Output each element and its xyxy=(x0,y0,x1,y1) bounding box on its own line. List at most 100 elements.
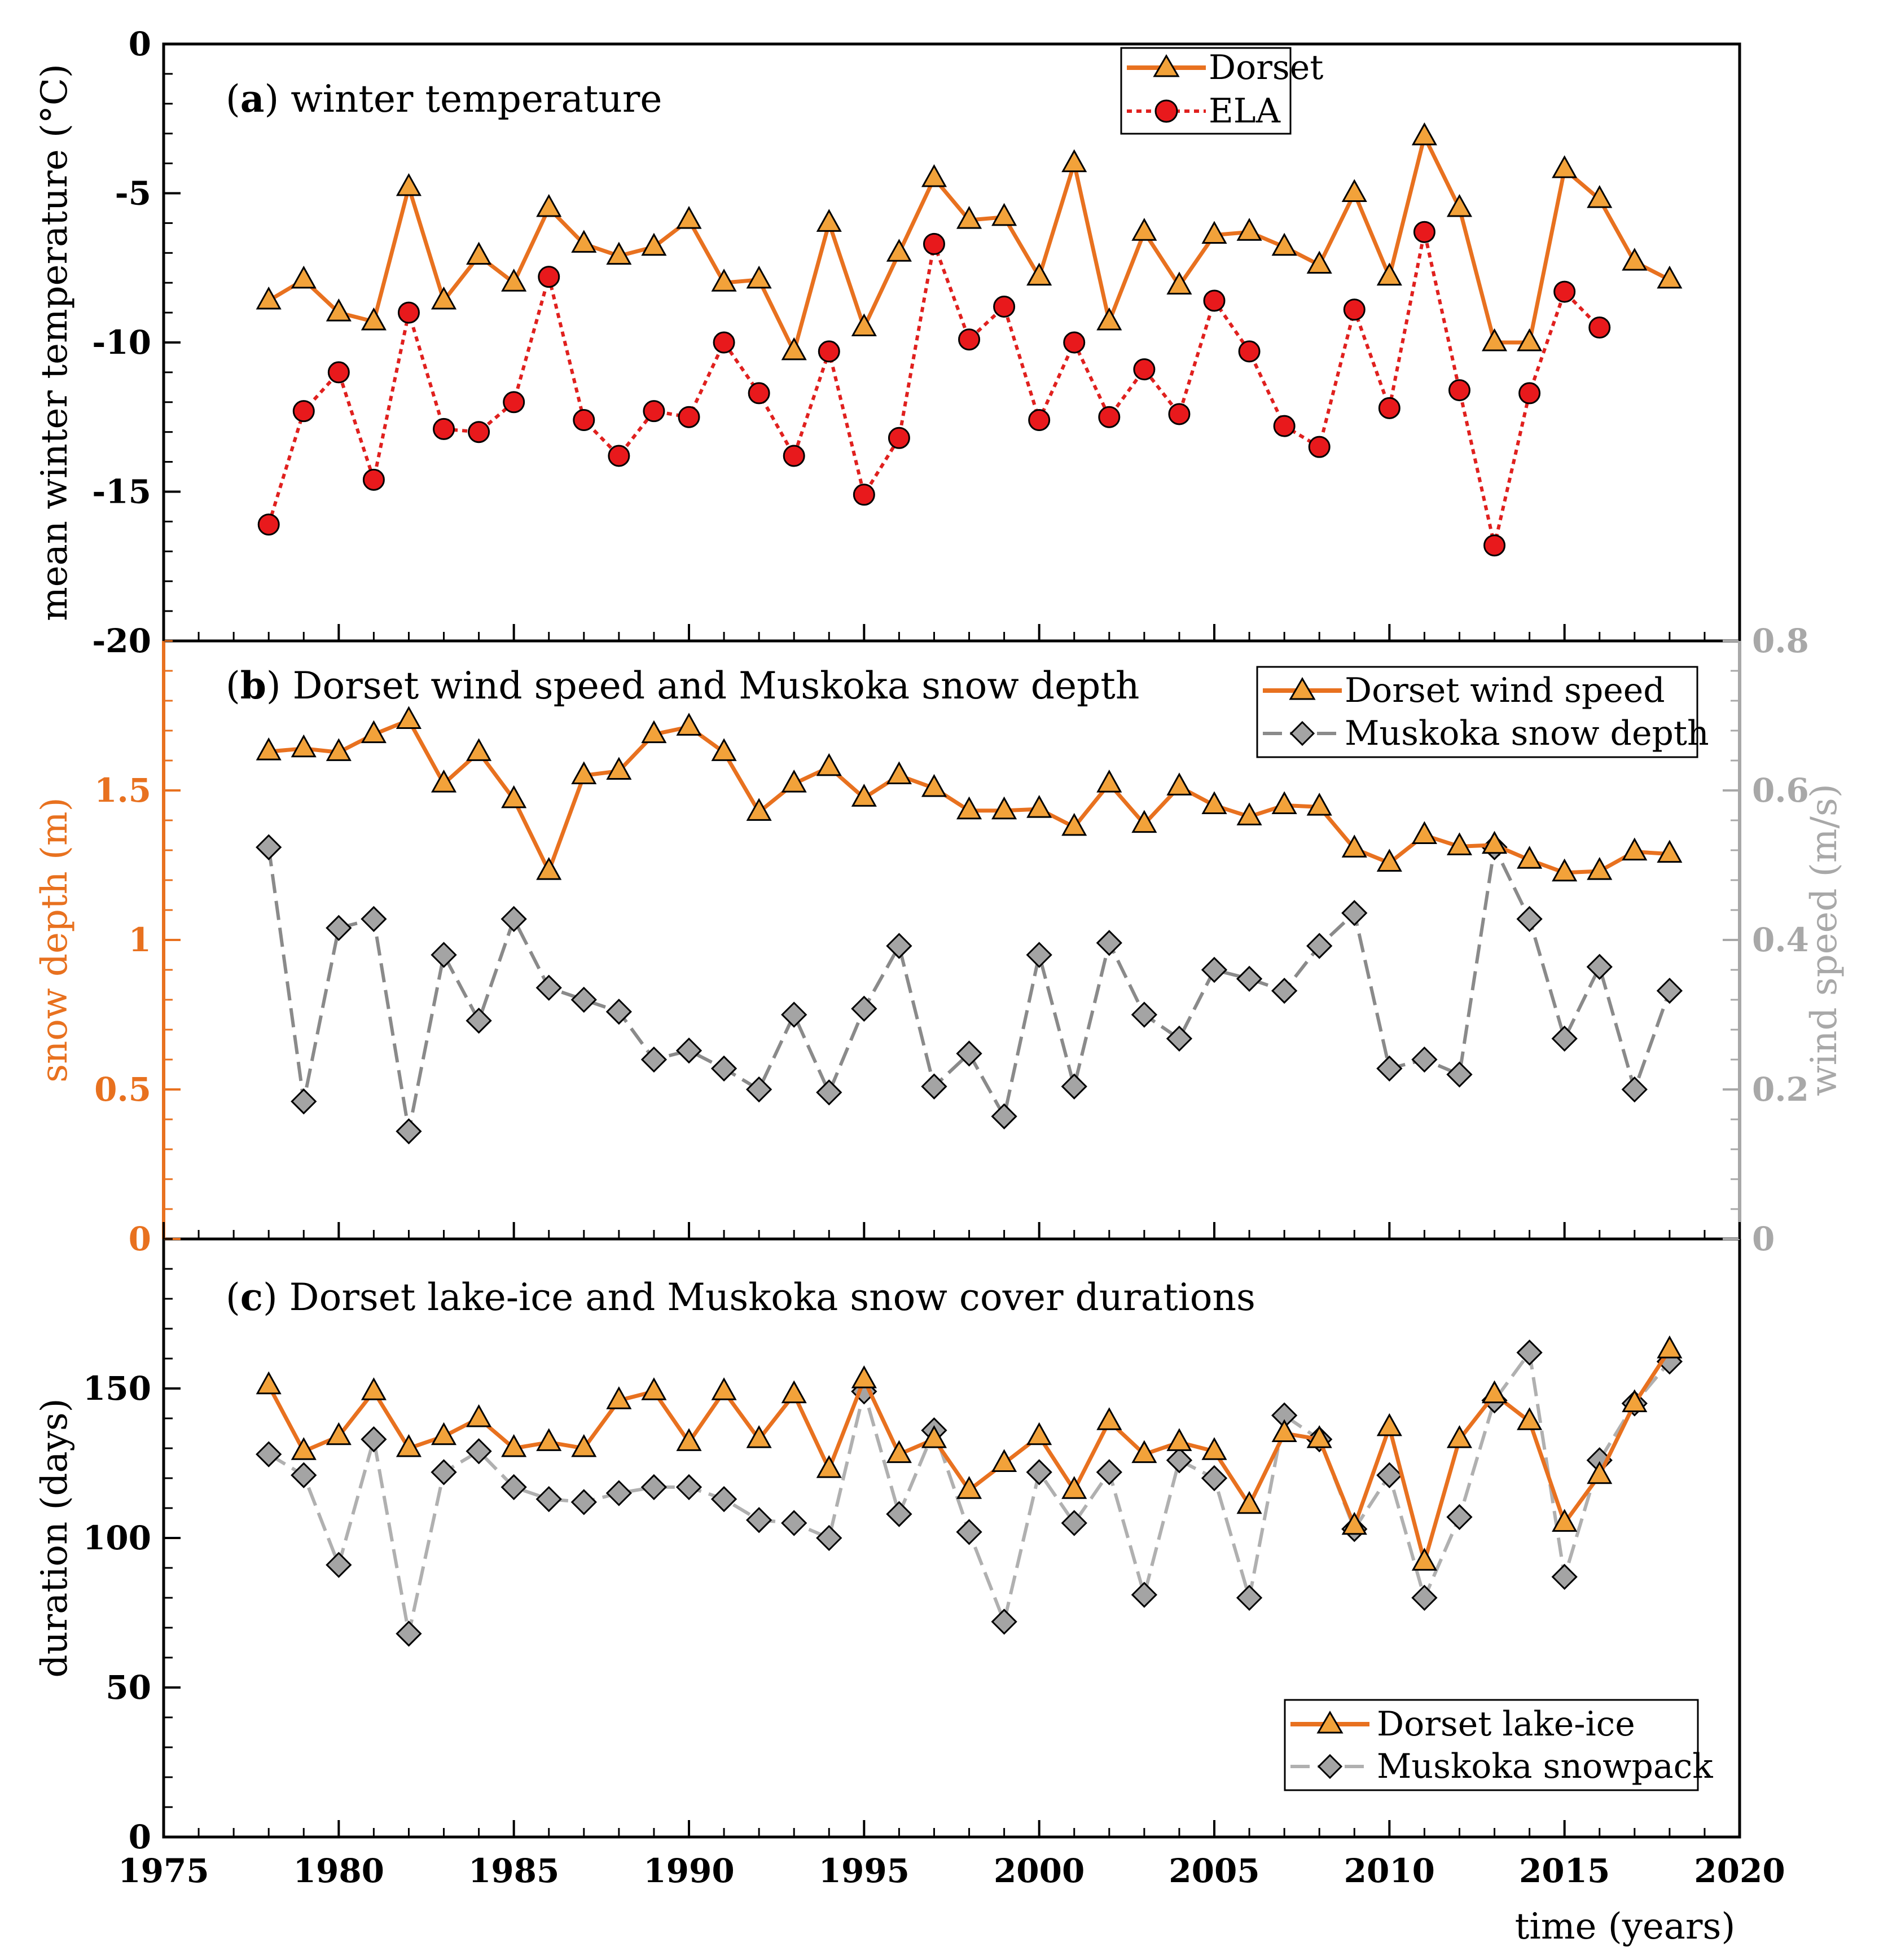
ela-temperature-point xyxy=(818,340,840,363)
legend-b-wind-marker xyxy=(1289,677,1316,700)
dorset-temperature-point xyxy=(1657,265,1683,289)
legend-b: Dorset wind speed Muskoka snow depth xyxy=(1256,666,1709,758)
dorset-temperature-point xyxy=(326,298,352,322)
dorset-lake-ice-point xyxy=(1446,1425,1473,1448)
panel-b-label: b xyxy=(240,663,266,707)
ela-temperature-point xyxy=(538,266,560,288)
dorset-temperature-point xyxy=(816,209,842,232)
dorset-wind-speed-point xyxy=(851,784,877,807)
y-tick-label: -20 xyxy=(92,622,151,660)
ela-temperature-point xyxy=(573,409,595,432)
ela-temperature-point xyxy=(1413,221,1435,243)
x-tick-label: 1995 xyxy=(819,1852,910,1890)
ela-temperature-point xyxy=(1133,358,1156,381)
dorset-lake-ice-point xyxy=(1236,1491,1262,1514)
x-tick-label: 2010 xyxy=(1344,1852,1435,1890)
y-tick-label: 1 xyxy=(129,921,151,959)
dorset-wind-speed-point xyxy=(1131,810,1157,833)
muskoka-snowpack-point xyxy=(781,1510,807,1536)
dorset-wind-speed-point xyxy=(1026,795,1052,818)
ela-temperature-point xyxy=(923,232,945,255)
muskoka-snowpack-point xyxy=(1411,1584,1438,1611)
panel-a-title: (a) winter temperature xyxy=(226,77,662,121)
ela-temperature-point xyxy=(643,400,665,423)
dorset-lake-ice-point xyxy=(1376,1413,1402,1436)
dorset-lake-ice-point xyxy=(1271,1419,1297,1442)
dorset-temperature-point xyxy=(606,241,632,265)
muskoka-snow-depth-point xyxy=(1621,1076,1648,1103)
dorset-temperature-point xyxy=(956,206,982,229)
ela-temperature-line xyxy=(267,230,1601,547)
muskoka-snow-depth-point xyxy=(1026,942,1052,968)
y-tick-label: -15 xyxy=(92,473,151,511)
dorset-temperature-point xyxy=(921,164,947,187)
dorset-temperature-point xyxy=(746,265,772,289)
x-tick-label: 2005 xyxy=(1169,1852,1259,1890)
muskoka-snow-depth-point xyxy=(1096,930,1122,956)
ela-temperature-point xyxy=(1588,317,1611,339)
dorset-lake-ice-point xyxy=(571,1434,597,1457)
dorset-temperature-point xyxy=(676,206,702,229)
legend-a-dorset-label: Dorset xyxy=(1209,48,1323,87)
dorset-lake-ice-point xyxy=(1166,1428,1192,1451)
muskoka-snowpack-point xyxy=(1376,1462,1403,1488)
y-tick-label: 0.6 xyxy=(1752,771,1809,810)
muskoka-snowpack-point xyxy=(535,1486,562,1513)
dorset-lake-ice-point xyxy=(711,1377,737,1400)
muskoka-snow-depth-point xyxy=(1131,1001,1157,1028)
muskoka-snow-depth-point xyxy=(535,974,562,1001)
muskoka-snow-depth-point xyxy=(1376,1055,1403,1082)
ela-temperature-point xyxy=(1553,280,1576,303)
dorset-wind-speed-point xyxy=(1061,812,1087,836)
dorset-temperature-point xyxy=(991,203,1017,226)
dorset-wind-speed-point xyxy=(641,720,667,744)
dorset-wind-speed-point xyxy=(326,738,352,761)
dorset-temperature-point xyxy=(501,269,527,292)
muskoka-snowpack-point xyxy=(1166,1447,1193,1474)
muskoka-snow-depth-point xyxy=(326,915,352,941)
ela-temperature-point xyxy=(678,406,700,428)
dorset-lake-ice-point xyxy=(536,1428,562,1451)
muskoka-snowpack-point xyxy=(256,1441,282,1467)
muskoka-snow-depth-point xyxy=(816,1079,842,1106)
muskoka-snow-depth-point xyxy=(991,1103,1017,1130)
muskoka-snow-depth-point xyxy=(1341,900,1368,926)
dorset-temperature-point xyxy=(1411,122,1437,146)
dorset-lake-ice-point xyxy=(1552,1509,1578,1532)
dorset-lake-ice-point xyxy=(1341,1511,1367,1535)
muskoka-snow-depth-point xyxy=(675,1037,703,1064)
ela-temperature-point xyxy=(1098,406,1121,428)
muskoka-snow-depth-point xyxy=(291,1088,317,1115)
muskoka-snowpack-point xyxy=(1236,1584,1263,1611)
ela-temperature-point xyxy=(1343,298,1366,321)
ela-temperature-point xyxy=(1308,436,1331,458)
panel-a-label: a xyxy=(240,77,265,121)
ela-temperature-point xyxy=(853,484,875,506)
y-tick-label: 150 xyxy=(83,1369,151,1408)
muskoka-snow-depth-point xyxy=(956,1040,982,1067)
muskoka-snowpack-point xyxy=(501,1474,527,1501)
muskoka-snow-depth-point xyxy=(605,999,632,1025)
dorset-wind-speed-point xyxy=(1481,830,1508,854)
dorset-lake-ice-point xyxy=(641,1377,667,1400)
muskoka-snow-depth-point xyxy=(466,1007,492,1034)
ela-temperature-point xyxy=(608,445,630,467)
muskoka-snowpack-point xyxy=(291,1462,317,1488)
muskoka-snow-depth-point xyxy=(781,1001,807,1028)
muskoka-snow-depth-point xyxy=(1166,1025,1193,1052)
dorset-lake-ice-point xyxy=(1026,1422,1052,1445)
dorset-lake-ice-point xyxy=(886,1440,912,1464)
dorset-temperature-point xyxy=(1166,271,1192,295)
muskoka-snow-depth-point xyxy=(710,1055,737,1082)
muskoka-snowpack-point xyxy=(326,1552,352,1578)
dorset-wind-speed-point xyxy=(1446,832,1473,855)
legend-c-snow-label: Muskoka snowpack xyxy=(1377,1747,1713,1786)
muskoka-snow-depth-point xyxy=(921,1073,947,1100)
dorset-lake-ice-point xyxy=(466,1404,492,1427)
dorset-wind-speed-point xyxy=(256,737,282,761)
dorset-temperature-point xyxy=(1517,328,1543,351)
panel-b-ylabel-left: snow depth (m) xyxy=(34,797,76,1082)
dorset-wind-speed-point xyxy=(816,753,842,776)
muskoka-snow-depth-point xyxy=(1516,906,1543,933)
dorset-wind-speed-point xyxy=(956,796,982,820)
